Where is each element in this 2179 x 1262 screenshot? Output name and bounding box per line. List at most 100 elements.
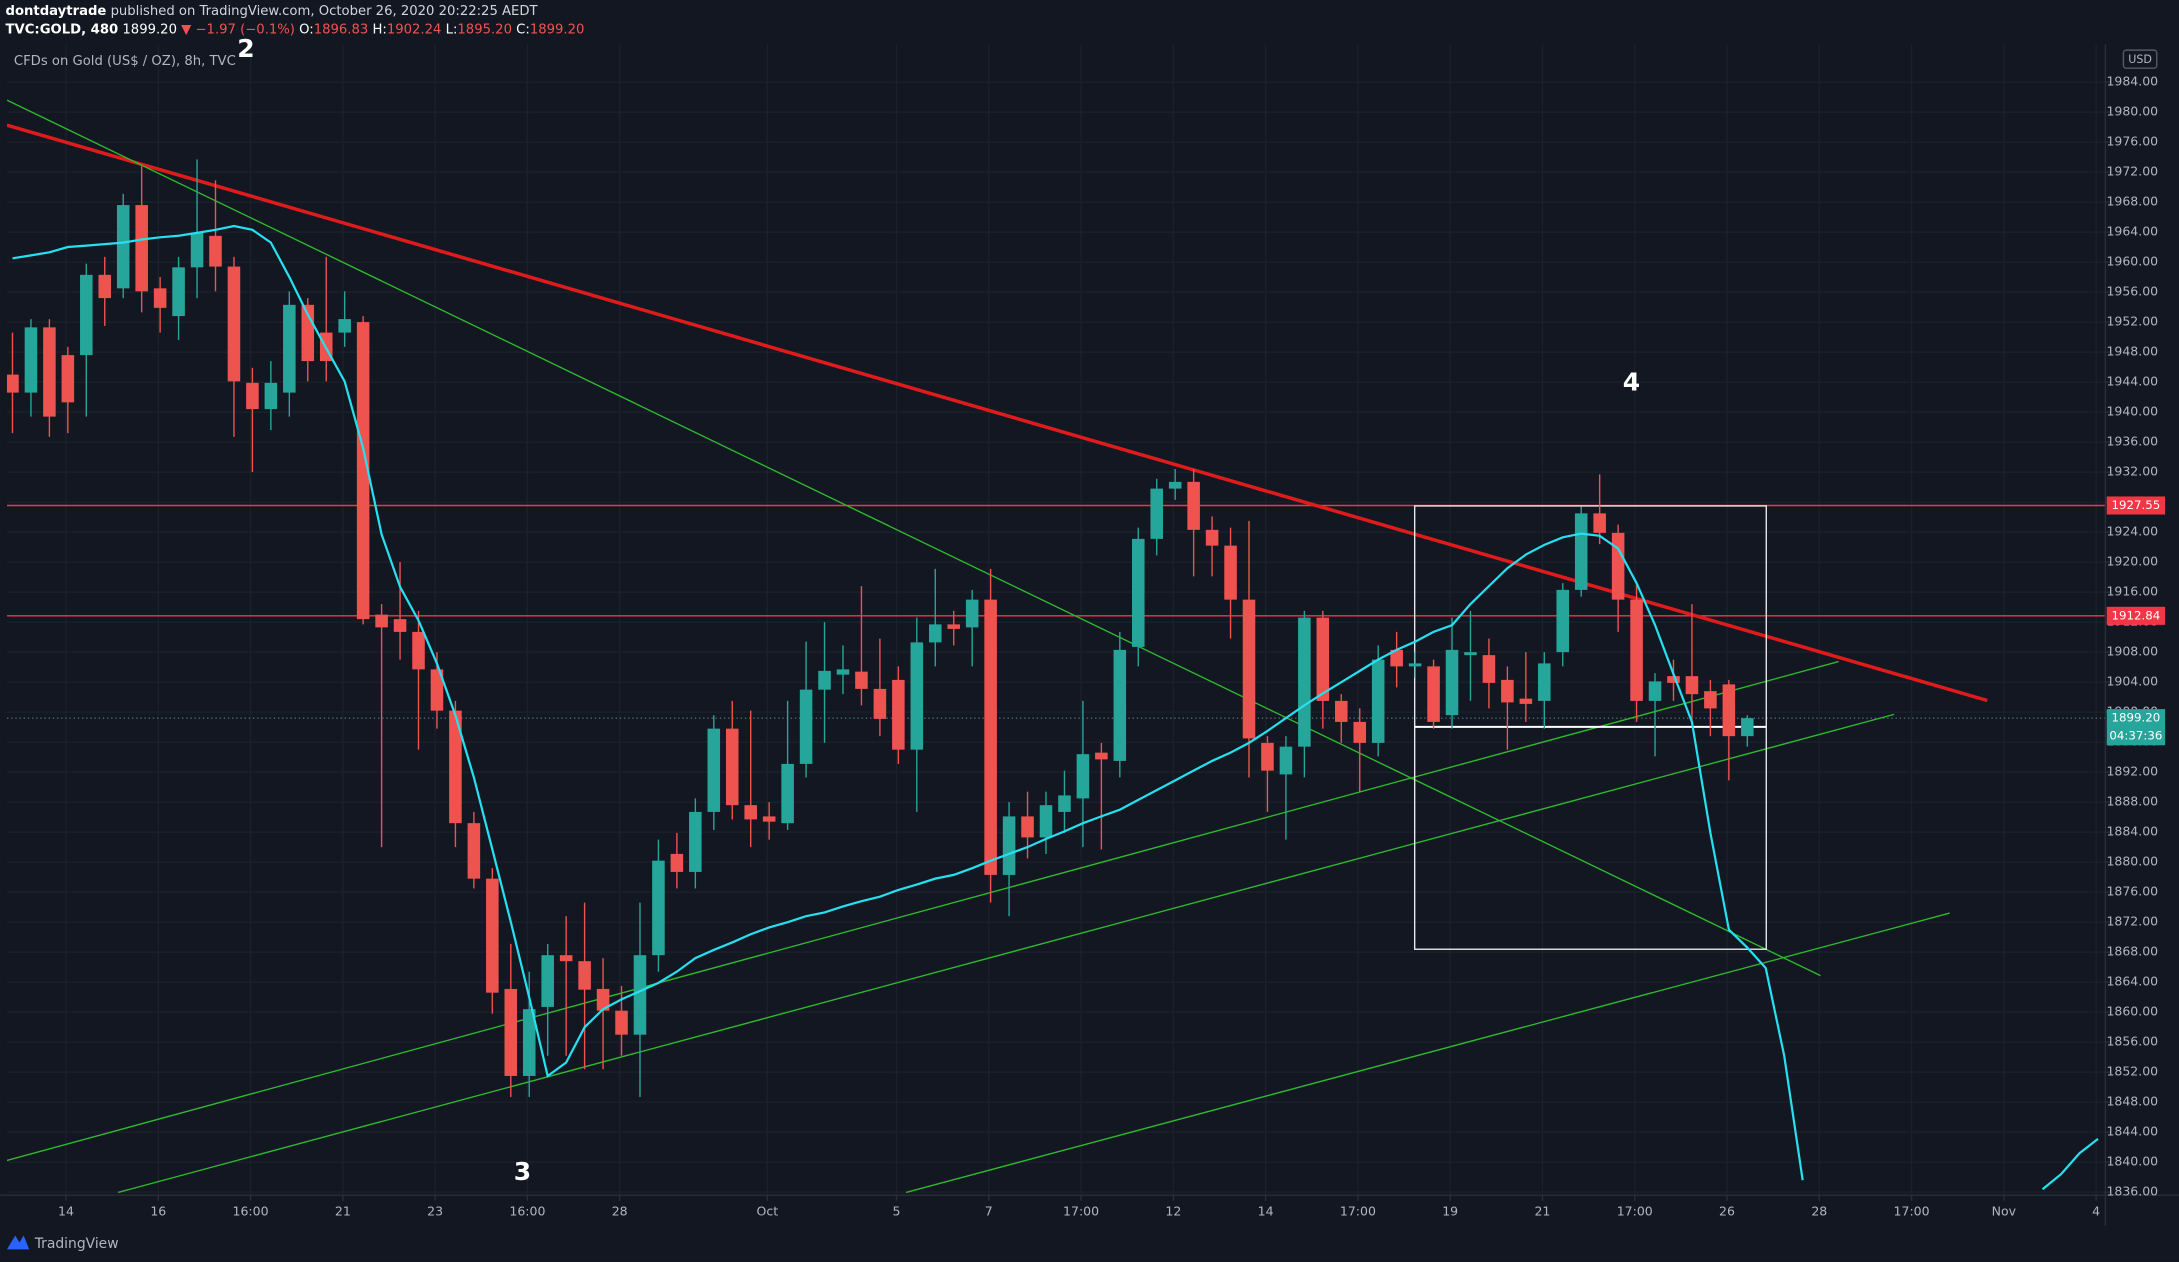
y-tick-label: 1952.00 bbox=[2106, 314, 2158, 329]
candle-body bbox=[1390, 649, 1403, 667]
candle-body bbox=[522, 1009, 536, 1076]
y-tick-label: 1892.00 bbox=[2106, 764, 2158, 779]
candle-body bbox=[781, 763, 794, 824]
y-tick-label: 1856.00 bbox=[2106, 1034, 2158, 1049]
footer-logo: TradingView bbox=[6, 1235, 119, 1252]
candle-body bbox=[1445, 649, 1459, 716]
x-tick-label: 14 bbox=[58, 1203, 74, 1218]
x-tick-label: 28 bbox=[612, 1203, 628, 1218]
price-label: 1899.20 bbox=[2112, 711, 2161, 725]
price-label: 1927.55 bbox=[2112, 498, 2161, 512]
candle-body bbox=[689, 811, 702, 872]
y-tick-label: 1972.00 bbox=[2106, 164, 2158, 179]
candle-body bbox=[449, 710, 462, 824]
candle-body bbox=[1704, 691, 1717, 709]
candle-body bbox=[799, 689, 813, 764]
candle-body bbox=[1316, 617, 1330, 701]
price-labels: 1927.55 1912.84 1899.20 04:37:36 bbox=[2106, 496, 2166, 746]
candle-body bbox=[338, 319, 351, 333]
x-tick-label: 16:00 bbox=[509, 1203, 545, 1218]
x-tick-label: 17:00 bbox=[1617, 1203, 1653, 1218]
candle-body bbox=[744, 805, 757, 820]
candle-body bbox=[1593, 513, 1606, 533]
trend-line bbox=[6, 123, 1988, 703]
trend-line bbox=[905, 912, 1950, 1194]
candle-body bbox=[615, 1010, 628, 1035]
x-tick-label: Nov bbox=[1992, 1203, 2017, 1218]
ohlc-key: C: bbox=[516, 22, 530, 37]
x-tick-label: 21 bbox=[335, 1203, 351, 1218]
last-price: 1899.20 bbox=[122, 22, 177, 37]
candle-body bbox=[1242, 599, 1256, 739]
candle-body bbox=[430, 669, 444, 711]
candle-body bbox=[1519, 698, 1533, 704]
candle-body bbox=[559, 955, 573, 962]
candle-body bbox=[836, 669, 850, 675]
trend-line bbox=[117, 713, 1895, 1194]
candle-body bbox=[762, 816, 776, 822]
candle-body bbox=[578, 961, 591, 990]
candle-body bbox=[1648, 681, 1662, 701]
candle-body bbox=[172, 267, 185, 317]
candle-body bbox=[1150, 488, 1164, 539]
y-tick-label: 1860.00 bbox=[2106, 1004, 2158, 1019]
candle-body bbox=[1168, 481, 1182, 489]
logo-icon bbox=[6, 1235, 30, 1250]
ohlc-value: 1896.83 bbox=[314, 22, 369, 37]
candle-body bbox=[541, 955, 554, 1007]
candle-body bbox=[873, 688, 887, 719]
candle-body bbox=[246, 382, 259, 410]
candle-body bbox=[1261, 742, 1274, 771]
candle-body bbox=[116, 205, 130, 289]
x-tick-label: 28 bbox=[1811, 1203, 1827, 1218]
candle-body bbox=[928, 624, 942, 643]
candle-body bbox=[1685, 676, 1699, 695]
y-tick-label: 1984.00 bbox=[2106, 74, 2158, 89]
y-tick-label: 1976.00 bbox=[2106, 134, 2158, 149]
ohlc-value: 1899.20 bbox=[530, 22, 585, 37]
candle-body bbox=[1538, 663, 1551, 701]
y-tick-label: 1868.00 bbox=[2106, 944, 2158, 959]
candle-body bbox=[707, 728, 721, 812]
candle-body bbox=[43, 327, 56, 417]
axes: 1836.00 1840.00 1844.00 1848.00 1852.00 1856.… bbox=[58, 74, 2158, 1219]
ma-line bbox=[12, 224, 2099, 1191]
candle-body bbox=[1427, 666, 1440, 722]
candle-body bbox=[1279, 746, 1293, 775]
candle-body bbox=[1722, 684, 1736, 737]
y-tick-label: 1848.00 bbox=[2106, 1094, 2158, 1109]
candle-body bbox=[1187, 481, 1200, 530]
x-tick-label: 14 bbox=[1258, 1203, 1274, 1218]
y-tick-label: 1844.00 bbox=[2106, 1124, 2158, 1139]
candle-body bbox=[227, 266, 241, 382]
annotation: 2 bbox=[237, 34, 254, 63]
candles bbox=[6, 159, 1754, 1097]
candle-body bbox=[1464, 652, 1477, 656]
published: published on TradingView.com, October 26… bbox=[111, 4, 539, 19]
x-tick-label: 16:00 bbox=[233, 1203, 269, 1218]
y-tick-label: 1836.00 bbox=[2106, 1184, 2158, 1199]
ohlc-key: O: bbox=[299, 22, 314, 37]
candle-body bbox=[818, 670, 831, 690]
y-tick-label: 1940.00 bbox=[2106, 404, 2158, 419]
y-tick-label: 1948.00 bbox=[2106, 344, 2158, 359]
y-tick-label: 1864.00 bbox=[2106, 974, 2158, 989]
candle-body bbox=[1501, 679, 1514, 703]
candle-body bbox=[1335, 700, 1348, 722]
candle-body bbox=[486, 878, 499, 993]
x-tick-label: 17:00 bbox=[1894, 1203, 1930, 1218]
candle-body bbox=[24, 327, 38, 393]
candle-body bbox=[375, 614, 388, 628]
x-tick-label: 4 bbox=[2092, 1203, 2100, 1218]
candle-body bbox=[1132, 538, 1145, 647]
candle-body bbox=[596, 988, 610, 1011]
trend-line bbox=[6, 660, 1839, 1162]
candle-body bbox=[1630, 599, 1643, 701]
x-tick-label: 17:00 bbox=[1340, 1203, 1376, 1218]
y-tick-label: 1904.00 bbox=[2106, 674, 2158, 689]
x-tick-label: 26 bbox=[1719, 1203, 1735, 1218]
y-tick-label: 1888.00 bbox=[2106, 794, 2158, 809]
ohlc-key: L: bbox=[446, 22, 458, 37]
